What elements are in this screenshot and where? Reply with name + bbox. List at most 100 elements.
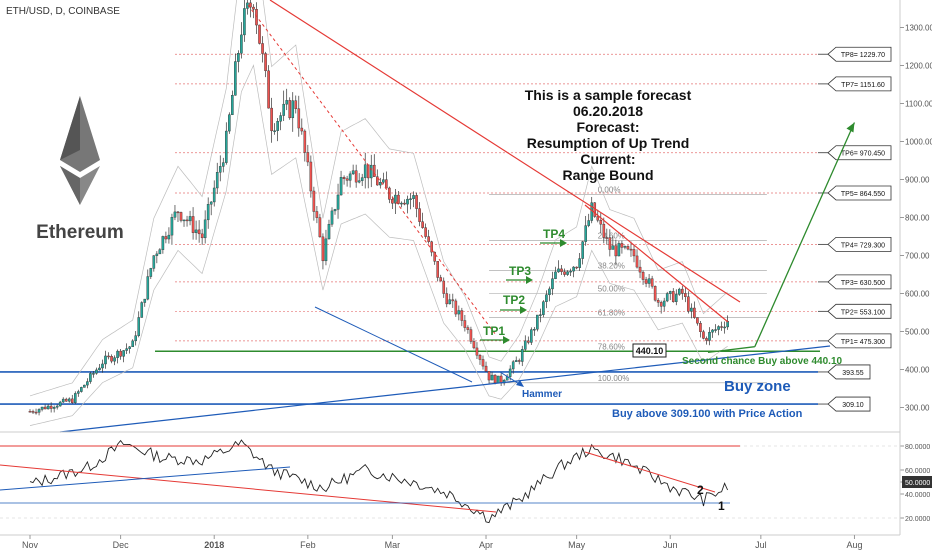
candle-bullish <box>182 219 186 222</box>
candle-bullish <box>273 130 276 132</box>
candle-bearish <box>200 233 204 239</box>
projection-entry-line <box>707 346 755 354</box>
projection-arrowhead <box>846 122 855 133</box>
rsi-tick-label: 60.0000 <box>905 468 930 475</box>
candle-bullish <box>86 381 89 386</box>
candle-bullish <box>542 301 545 315</box>
candle-bullish <box>240 34 243 54</box>
forecast-line-2: 06.20.2018 <box>573 103 643 119</box>
candle-bearish <box>403 202 406 205</box>
candle-bullish <box>52 407 56 409</box>
candle-bullish <box>723 326 726 329</box>
candle-bearish <box>197 229 201 235</box>
candle-bearish <box>608 237 612 250</box>
candle-bearish <box>693 307 696 318</box>
candle-bearish <box>644 279 648 284</box>
candle-bearish <box>478 355 482 360</box>
candle-bearish <box>671 291 675 302</box>
candle-bearish <box>563 271 566 275</box>
candle-bearish <box>264 53 267 72</box>
candle-bullish <box>221 162 225 167</box>
candle-bullish <box>101 363 104 369</box>
candle-bullish <box>134 335 138 342</box>
candle-bullish <box>37 409 41 413</box>
price-tick-label: 1100.00 <box>905 100 932 109</box>
target-badge <box>827 76 892 92</box>
target-badge <box>827 46 892 62</box>
forecast-line-1: This is a sample forecast <box>525 87 692 103</box>
candle-bullish <box>545 294 548 302</box>
rsi-mark-2: 2 <box>697 483 704 497</box>
candle-bullish <box>137 317 141 336</box>
candle-bullish <box>285 100 289 105</box>
candle-bullish <box>73 393 77 403</box>
candle-bullish <box>539 314 542 316</box>
candle-bearish <box>430 241 433 253</box>
candle-bearish <box>620 243 624 248</box>
rsi-panel: 80.0000 60.0000 50.0000 40.0000 20.0000 <box>0 439 932 524</box>
candle-bullish <box>140 302 144 318</box>
candle-bullish <box>665 293 669 302</box>
candle-bullish <box>566 271 569 275</box>
candle-bearish <box>684 293 687 297</box>
candle-bearish <box>599 220 603 225</box>
candle-bearish <box>605 237 609 239</box>
candle-bearish <box>451 299 455 302</box>
candle-bullish <box>237 53 240 62</box>
tp2-arrow-label: TP2 <box>503 293 525 307</box>
candle-bullish <box>557 268 560 273</box>
candle-bearish <box>179 212 183 221</box>
candle-bullish <box>523 340 527 350</box>
rsi-uptrend-line <box>0 466 291 491</box>
candle-bearish <box>705 338 708 341</box>
candle-bullish <box>548 288 551 295</box>
candle-bullish <box>83 384 86 388</box>
candle-bearish <box>345 178 349 181</box>
candle-bearish <box>635 255 639 268</box>
candle-bearish <box>699 323 702 332</box>
forecast-line-3: Forecast: <box>576 119 639 135</box>
buy-above-label: Buy above 309.100 with Price Action <box>612 408 803 420</box>
candle-bullish <box>496 375 500 384</box>
price-tick-label: 1300.00 <box>905 24 932 33</box>
candle-bearish <box>424 227 427 237</box>
forecast-line-5: Current: <box>580 151 635 167</box>
candle-bullish <box>215 172 219 189</box>
target-badge-label: TP7= 1151.60 <box>841 82 885 89</box>
time-tick-label: Apr <box>479 540 493 550</box>
candle-bullish <box>690 307 693 312</box>
candle-bearish <box>421 221 424 228</box>
candle-bullish <box>324 238 328 262</box>
candle-bearish <box>303 130 307 153</box>
candle-bullish <box>170 217 174 236</box>
tp4-arrow-label: TP4 <box>543 227 565 241</box>
zone-badge <box>827 396 871 412</box>
candle-bullish <box>95 369 98 374</box>
time-tick-label: Aug <box>846 540 862 550</box>
candle-bearish <box>288 100 292 119</box>
candle-bearish <box>702 331 705 339</box>
candle-bearish <box>164 236 168 240</box>
candle-bearish <box>107 355 110 358</box>
candle-bearish <box>312 190 316 212</box>
candle-bearish <box>249 2 252 8</box>
candle-bullish <box>46 405 50 410</box>
candle-bullish <box>363 164 367 178</box>
candle-bearish <box>306 152 310 163</box>
tp-arrow-head <box>503 336 510 344</box>
price-tick-label: 600.00 <box>905 290 930 299</box>
candle-bearish <box>309 161 313 192</box>
forecast-line-6: Range Bound <box>563 167 654 183</box>
candle-bearish <box>493 374 497 384</box>
candle-bullish <box>554 271 557 279</box>
candle-bullish <box>128 346 131 349</box>
fib-level-label: 61.80% <box>598 308 625 317</box>
candle-bullish <box>587 220 590 226</box>
candle-bullish <box>80 387 83 392</box>
candle-bullish <box>194 229 198 233</box>
candle-bullish <box>514 360 518 362</box>
candle-bearish <box>366 164 370 179</box>
candle-bullish <box>98 367 101 371</box>
price-tick-label: 900.00 <box>905 176 930 185</box>
